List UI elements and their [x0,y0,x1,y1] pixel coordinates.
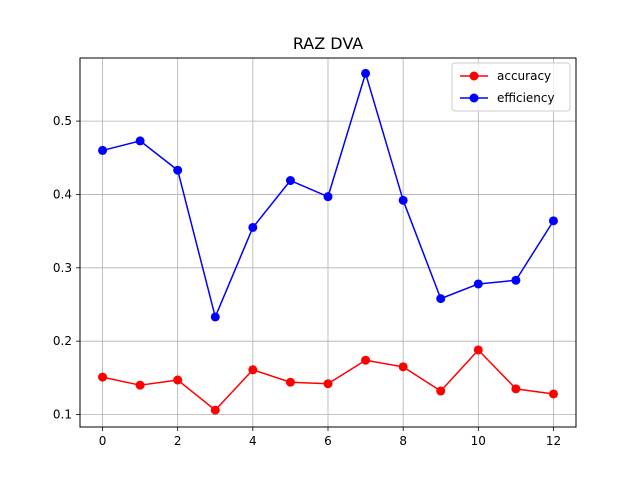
accuracy-point [361,355,371,365]
efficiency-point [473,279,483,289]
legend-efficiency-marker [469,93,479,103]
y-tick-label: 0.1 [53,408,72,422]
efficiency-point [436,294,446,304]
y-tick-label: 0.3 [53,261,72,275]
series-efficiency [98,68,558,322]
x-tick-label: 12 [546,434,561,448]
accuracy-point [135,380,145,390]
accuracy-point [285,377,295,387]
x-axis: 0 2 4 6 8 10 12 [99,427,561,448]
x-tick-label: 10 [471,434,486,448]
efficiency-point [323,192,333,202]
accuracy-point [398,362,408,372]
efficiency-point [548,216,558,226]
legend-efficiency-label: efficiency [497,91,555,105]
chart-title: RAZ DVA [293,34,363,53]
accuracy-point [210,405,220,415]
efficiency-point [248,222,258,232]
efficiency-point [98,145,108,155]
series-accuracy [98,345,558,415]
x-tick-label: 8 [399,434,407,448]
legend-accuracy-marker [469,71,479,81]
y-axis: 0.1 0.2 0.3 0.4 0.5 [53,114,80,422]
accuracy-point [323,379,333,389]
efficiency-point [173,165,183,175]
accuracy-point [511,384,521,394]
x-tick-label: 4 [249,434,257,448]
efficiency-point [210,312,220,322]
y-tick-label: 0.2 [53,334,72,348]
y-tick-label: 0.4 [53,187,72,201]
accuracy-point [173,375,183,385]
efficiency-point [135,136,145,146]
accuracy-point [548,389,558,399]
efficiency-point [285,176,295,186]
legend: accuracy efficiency [451,62,571,112]
accuracy-point [248,365,258,375]
efficiency-point [511,275,521,285]
efficiency-point [361,68,371,78]
series-layer [98,68,558,415]
x-tick-label: 0 [99,434,107,448]
y-tick-label: 0.5 [53,114,72,128]
accuracy-point [436,386,446,396]
x-tick-label: 2 [174,434,182,448]
x-tick-label: 6 [324,434,332,448]
efficiency-point [398,195,408,205]
accuracy-point [98,372,108,382]
legend-box [451,62,571,112]
accuracy-point [473,345,483,355]
legend-accuracy-label: accuracy [497,69,551,83]
